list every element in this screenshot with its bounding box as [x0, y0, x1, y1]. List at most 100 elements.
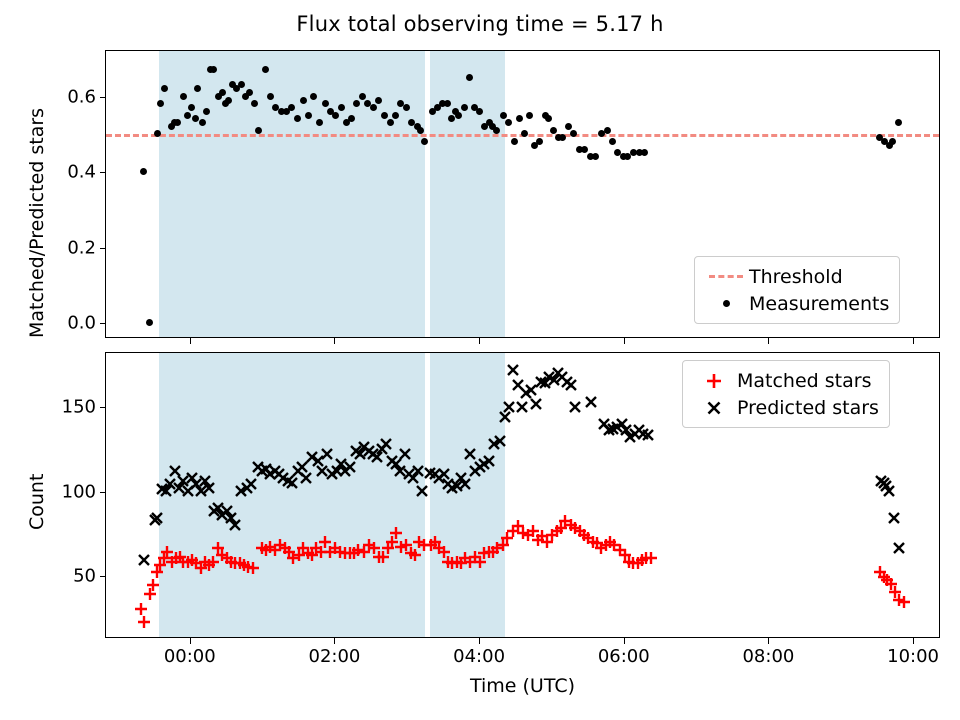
data-point: [428, 107, 436, 115]
data-point: [524, 383, 538, 397]
x-tick-mark: [913, 338, 915, 344]
data-point: [413, 122, 421, 130]
data-point: [473, 555, 487, 569]
data-point: [337, 104, 345, 112]
x-tick-label: 02:00: [308, 646, 361, 667]
data-point: [386, 119, 394, 127]
data-point: [876, 134, 884, 142]
data-point: [192, 115, 200, 123]
y-tick-label: 0.6: [67, 86, 96, 108]
data-point: [576, 145, 584, 153]
data-point: [198, 474, 212, 488]
data-point: [450, 479, 464, 493]
x-tick-mark: [768, 638, 770, 644]
y-tick-mark: [99, 323, 105, 325]
data-point: [884, 577, 898, 591]
data-point: [892, 541, 906, 555]
data-point: [538, 376, 552, 390]
data-point: [389, 457, 403, 471]
x-tick-mark: [334, 638, 336, 644]
legend-label-predicted-stars: Predicted stars: [737, 396, 879, 419]
data-point: [531, 141, 539, 149]
y-tick-mark: [99, 491, 105, 493]
data-point: [597, 417, 611, 431]
data-point: [498, 410, 512, 424]
data-point: [493, 434, 507, 448]
data-point: [897, 595, 911, 609]
data-point: [272, 104, 280, 112]
data-point: [299, 471, 313, 485]
data-point: [150, 511, 164, 525]
data-point: [415, 484, 429, 498]
x-tick-mark: [623, 338, 625, 344]
data-point: [137, 553, 151, 567]
data-point: [894, 119, 902, 127]
data-point: [330, 464, 344, 478]
data-point: [234, 484, 248, 498]
x-tick-label: 00:00: [163, 646, 216, 667]
data-point: [881, 138, 889, 146]
data-point: [221, 100, 229, 108]
data-point: [150, 565, 164, 579]
data-point: [315, 119, 323, 127]
plus-marker-icon: [691, 372, 737, 390]
data-point: [246, 561, 260, 575]
data-point: [370, 450, 384, 464]
data-point: [547, 373, 561, 387]
data-point: [187, 104, 195, 112]
data-point: [153, 558, 167, 572]
data-point: [463, 447, 477, 461]
data-point: [220, 504, 234, 518]
data-point: [476, 107, 484, 115]
data-point: [194, 85, 202, 93]
data-point: [214, 92, 222, 100]
y-axis-label-top: Matched/Predicted stars: [26, 107, 48, 338]
legend-label-measurements: Measurements: [749, 292, 890, 315]
data-point: [311, 454, 325, 468]
data-point: [237, 81, 245, 89]
data-point: [168, 464, 182, 478]
data-point: [288, 104, 296, 112]
data-point: [554, 521, 568, 535]
y-tick-label: 150: [61, 396, 96, 418]
data-point: [379, 437, 393, 451]
data-point: [283, 107, 291, 115]
data-point: [408, 548, 422, 562]
shaded-span-1: [158, 51, 425, 337]
data-point: [580, 145, 588, 153]
data-point: [351, 543, 365, 557]
data-point: [389, 526, 403, 540]
data-point: [882, 484, 896, 498]
data-point: [499, 111, 507, 119]
legend-item-predicted-stars: Predicted stars: [691, 394, 879, 421]
data-point: [266, 92, 274, 100]
y-tick-label: 100: [61, 481, 96, 503]
data-point: [536, 138, 544, 146]
y-tick-mark: [99, 575, 105, 577]
data-point: [618, 548, 632, 562]
data-point: [592, 153, 600, 161]
data-point: [157, 551, 171, 565]
data-point: [885, 141, 893, 149]
data-point: [443, 100, 451, 108]
data-point: [163, 477, 177, 491]
data-point: [184, 111, 192, 119]
data-point: [437, 467, 451, 481]
data-point: [156, 100, 164, 108]
data-point: [502, 400, 516, 414]
data-point: [242, 92, 250, 100]
data-point: [541, 111, 549, 119]
x-tick-label: 04:00: [453, 646, 506, 667]
data-point: [244, 477, 258, 491]
data-point: [411, 464, 425, 478]
data-point: [550, 126, 558, 134]
measurement-dot-icon: [703, 300, 749, 307]
data-point: [343, 460, 357, 474]
data-point: [516, 115, 524, 123]
y-tick-mark: [99, 96, 105, 98]
data-point: [558, 134, 566, 142]
legend-label-matched-stars: Matched stars: [737, 369, 872, 392]
data-point: [471, 104, 479, 112]
data-point: [641, 428, 655, 442]
